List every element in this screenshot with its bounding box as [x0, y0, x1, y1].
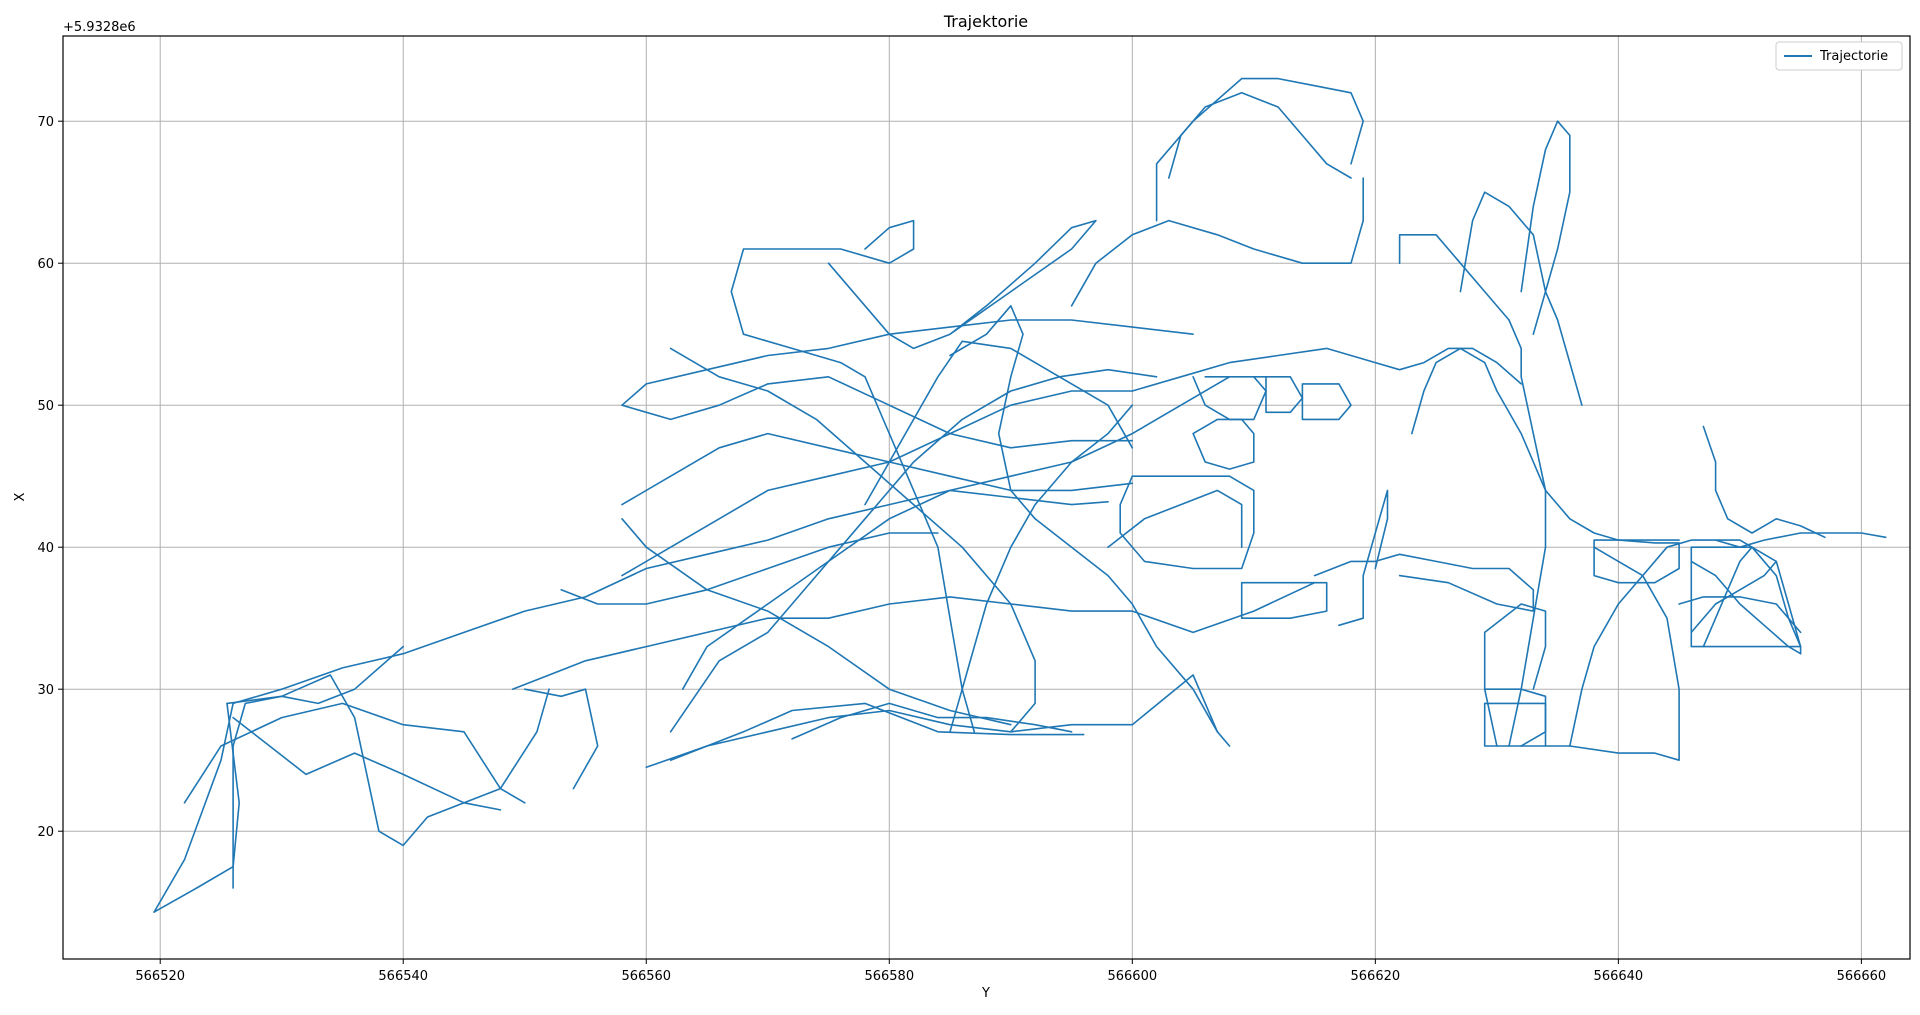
x-tick-label: 566580 — [864, 969, 914, 984]
trajectory-segment — [1070, 177, 1364, 307]
trajectory-segment — [742, 333, 976, 733]
trajectory-segment — [1690, 546, 1802, 648]
trajectory-segment — [1192, 376, 1267, 421]
trajectory-segment — [1253, 376, 1304, 414]
axes-frame — [62, 35, 1911, 960]
trajectory-segment — [1690, 560, 1778, 634]
trajectory-segment — [232, 645, 404, 889]
trajectory-segment — [621, 461, 1134, 577]
x-tick-label: 566640 — [1594, 969, 1644, 984]
trajectory-segment — [864, 340, 1134, 506]
x-tick-label: 566520 — [135, 969, 185, 984]
trajectory-segment — [1119, 475, 1255, 570]
trajectory-segment — [1702, 425, 1826, 539]
trajectory-segment — [1678, 596, 1802, 634]
trajectory-segment — [511, 581, 1316, 690]
trajectory-segment — [621, 518, 1012, 726]
legend: Trajectorie — [1775, 41, 1903, 71]
trajectory-segment — [1168, 92, 1352, 179]
trajectory-segment — [1714, 532, 1887, 548]
y-tick-label: 20 — [37, 825, 54, 840]
trajectory-segment — [669, 347, 1036, 733]
trajectory-segment — [791, 702, 1073, 740]
trajectory-segment — [1313, 553, 1535, 612]
trajectory-segment — [226, 674, 550, 847]
trajectory-segment — [669, 702, 1085, 761]
trajectory-segment — [645, 674, 1231, 769]
trajectory-segment — [524, 688, 599, 790]
trajectory-segment — [183, 702, 526, 804]
x-tick-label: 566660 — [1837, 969, 1887, 984]
grid — [63, 36, 1910, 959]
trajectory-segment — [1593, 539, 1680, 584]
trajectory-segment — [1301, 383, 1352, 421]
trajectory-segment — [1192, 418, 1255, 470]
x-tick-label: 566560 — [621, 969, 671, 984]
trajectory-segment — [1520, 120, 1571, 335]
trajectory-segment — [949, 404, 1134, 733]
trajectory-segment — [1155, 77, 1364, 222]
y-tick-label: 50 — [37, 399, 54, 414]
trajectory-segment — [1398, 234, 1547, 747]
trajectory-segment — [949, 305, 1219, 733]
trajectory-segment — [1240, 581, 1328, 619]
plot-area — [153, 77, 1887, 913]
trajectory-segment — [681, 489, 1109, 690]
trajectory-segment — [621, 376, 1134, 449]
y-tick-label: 60 — [37, 257, 54, 272]
y-offset-label: +5.9328e6 — [63, 20, 136, 35]
trajectory-segment — [1483, 688, 1547, 747]
trajectory-segment — [1107, 489, 1243, 548]
y-tick-label: 70 — [37, 115, 54, 130]
trajectory-segment — [1483, 603, 1547, 747]
y-axis-label: X — [13, 492, 28, 501]
trajectory-segment — [1702, 546, 1753, 648]
y-tick-label: 30 — [37, 683, 54, 698]
trajectory-segment — [730, 219, 915, 335]
trajectory-segment — [1338, 489, 1389, 627]
chart-title: Trajektorie — [943, 12, 1028, 31]
y-tick-label: 40 — [37, 541, 54, 556]
axis-ticks: 566520 566540 566560 566580 566600 566620 5666… — [37, 115, 1886, 984]
trajectory-segment — [669, 368, 1158, 733]
x-tick-label: 566540 — [378, 969, 428, 984]
x-tick-label: 566620 — [1351, 969, 1401, 984]
x-axis-label: Y — [981, 986, 990, 1001]
trajectory-segment — [621, 390, 1134, 506]
trajectory-segment — [1131, 347, 1522, 392]
legend-box — [1775, 41, 1903, 71]
series-layer — [153, 77, 1887, 913]
trajectory-segment — [153, 376, 1231, 913]
trajectory-segment — [1459, 191, 1583, 406]
trajectory-segment — [827, 219, 1097, 350]
trajectory-segment — [1690, 560, 1802, 655]
trajectory-segment — [1544, 546, 1680, 761]
trajectory-segment — [1483, 702, 1547, 747]
trajectory-segment — [232, 716, 502, 811]
trajectory-segment — [560, 532, 939, 605]
legend-label: Trajectorie — [1819, 49, 1888, 64]
x-tick-label: 566600 — [1107, 969, 1157, 984]
